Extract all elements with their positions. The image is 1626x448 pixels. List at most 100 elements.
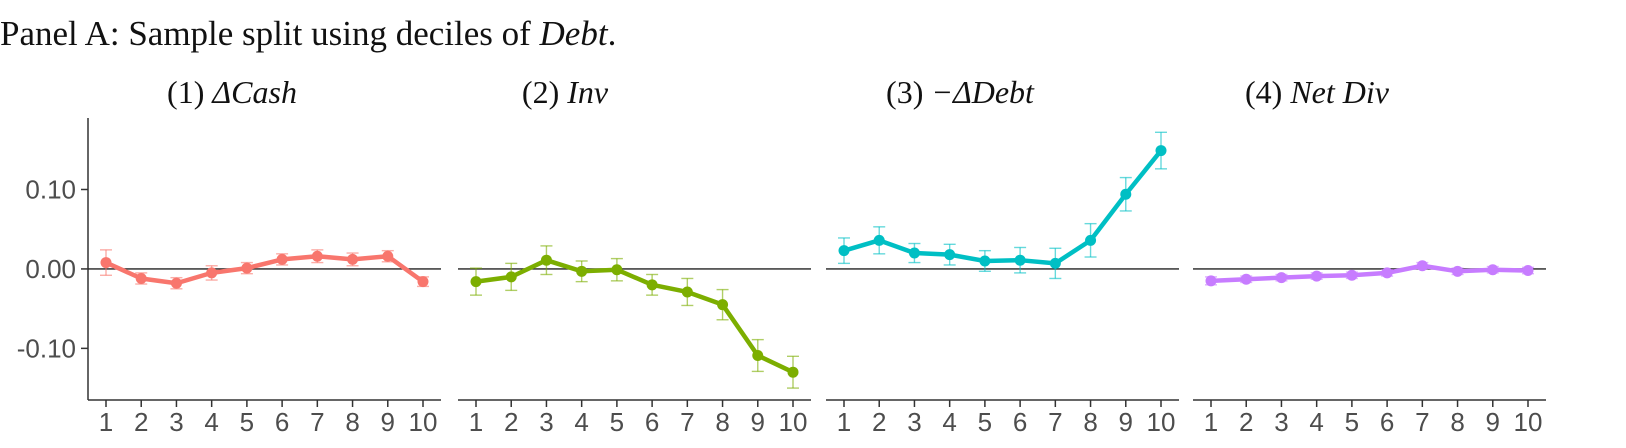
x-tick-label: 3 (169, 407, 183, 437)
data-point (417, 276, 429, 288)
x-tick-label: 4 (942, 407, 956, 437)
x-tick-label: 3 (907, 407, 921, 437)
data-point (646, 279, 658, 291)
x-tick-label: 8 (1450, 407, 1464, 437)
x-tick-label: 9 (751, 407, 765, 437)
x-tick-label: 7 (1415, 407, 1429, 437)
facet-title: (1) ΔCash (167, 74, 297, 110)
data-point (1452, 265, 1464, 277)
x-tick-label: 8 (715, 407, 729, 437)
facet-title-num: (3) (886, 74, 931, 110)
x-tick-label: 10 (779, 407, 808, 437)
facet-title-num: (1) (167, 74, 212, 110)
panel-title-emph: Debt (539, 14, 608, 53)
data-point (1049, 257, 1061, 269)
x-tick-label: 1 (469, 407, 483, 437)
panel-title-suffix: . (607, 14, 617, 53)
data-point (135, 272, 147, 284)
x-tick-label: 3 (1274, 407, 1288, 437)
facet-title-var: ΔCash (210, 74, 297, 110)
x-tick-label: 1 (1204, 407, 1218, 437)
facet-title-var: Inv (566, 74, 609, 110)
data-point (1085, 234, 1097, 246)
data-point (873, 234, 885, 246)
x-tick-label: 5 (240, 407, 254, 437)
panel-title: Panel A: Sample split using deciles of D… (0, 14, 616, 54)
data-point (1522, 265, 1534, 277)
facet-title-var: Net Div (1289, 74, 1389, 110)
x-tick-label: 6 (645, 407, 659, 437)
x-tick-label: 10 (409, 407, 438, 437)
x-tick-label: 5 (610, 407, 624, 437)
facet-title: (4) Net Div (1245, 74, 1390, 110)
facet-title-num: (2) (522, 74, 567, 110)
x-tick-label: 6 (1013, 407, 1027, 437)
data-point (311, 250, 323, 262)
data-point (170, 277, 182, 289)
data-point (1416, 260, 1428, 272)
data-point (908, 247, 920, 259)
x-tick-label: 6 (275, 407, 289, 437)
x-tick-label: 6 (1380, 407, 1394, 437)
data-point (470, 276, 482, 288)
data-point (382, 250, 394, 262)
data-point (1120, 188, 1132, 200)
facet-title: (2) Inv (522, 74, 609, 110)
x-tick-label: 5 (1345, 407, 1359, 437)
data-point (576, 265, 588, 277)
x-tick-label: 2 (1239, 407, 1253, 437)
y-tick-label: 0.10 (25, 174, 76, 204)
data-point (1205, 275, 1217, 287)
x-tick-label: 1 (837, 407, 851, 437)
data-point (206, 267, 218, 279)
facet-title-var: −ΔDebt (931, 74, 1035, 110)
x-tick-label: 5 (978, 407, 992, 437)
data-point (1275, 272, 1287, 284)
data-point (1155, 145, 1167, 157)
data-point (838, 245, 850, 257)
x-tick-label: 4 (574, 407, 588, 437)
x-tick-label: 2 (134, 407, 148, 437)
x-tick-label: 8 (1083, 407, 1097, 437)
x-tick-label: 10 (1147, 407, 1176, 437)
x-tick-label: 10 (1514, 407, 1543, 437)
data-point (1487, 264, 1499, 276)
data-point (540, 254, 552, 266)
x-tick-label: 4 (1309, 407, 1323, 437)
data-point (681, 286, 693, 298)
y-tick-label: -0.10 (17, 333, 76, 363)
data-point (1381, 267, 1393, 279)
x-tick-label: 7 (310, 407, 324, 437)
x-tick-label: 4 (204, 407, 218, 437)
data-point (1240, 273, 1252, 285)
data-point (717, 299, 729, 311)
data-point (276, 253, 288, 265)
x-tick-label: 9 (1119, 407, 1133, 437)
x-tick-label: 9 (1486, 407, 1500, 437)
series-line (843, 149, 1163, 266)
series-line (475, 257, 794, 375)
series-line (105, 253, 425, 286)
data-point (611, 264, 623, 276)
x-tick-label: 3 (539, 407, 553, 437)
facet-title: (3) −ΔDebt (886, 74, 1035, 110)
data-point (944, 249, 956, 261)
x-tick-label: 1 (99, 407, 113, 437)
facet-title-num: (4) (1245, 74, 1290, 110)
panel-title-text: Panel A: Sample split using deciles of (0, 14, 540, 53)
x-tick-label: 8 (345, 407, 359, 437)
series-line (1210, 263, 1529, 284)
x-tick-label: 9 (381, 407, 395, 437)
data-point (1014, 254, 1026, 266)
data-point (505, 271, 517, 283)
data-point (787, 366, 799, 378)
x-tick-label: 2 (872, 407, 886, 437)
x-tick-label: 2 (504, 407, 518, 437)
data-point (1311, 270, 1323, 282)
data-point (241, 262, 253, 274)
y-tick-label: 0.00 (25, 254, 76, 284)
data-point (100, 257, 112, 269)
x-tick-label: 7 (1048, 407, 1062, 437)
data-point (347, 253, 359, 265)
